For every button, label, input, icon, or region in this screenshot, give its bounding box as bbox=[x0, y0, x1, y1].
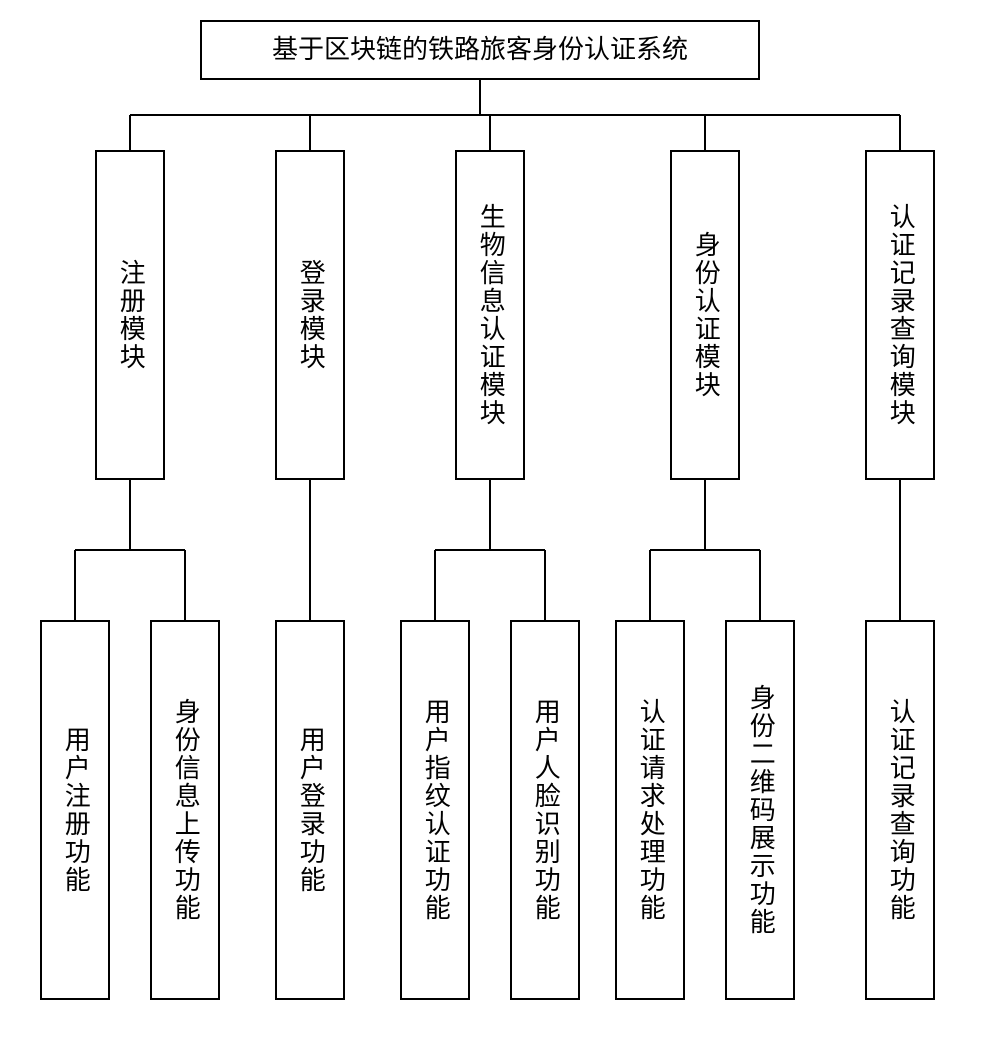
function-node-f1: 用户注册功能 bbox=[40, 620, 110, 1000]
root-node-label: 基于区块链的铁路旅客身份认证系统 bbox=[272, 32, 688, 68]
hierarchy-diagram: 基于区块链的铁路旅客身份认证系统注册模块登录模块生物信息认证模块身份认证模块认证… bbox=[0, 0, 1007, 1062]
module-node-m2: 登录模块 bbox=[275, 150, 345, 480]
module-node-m4-label: 身份认证模块 bbox=[687, 231, 723, 399]
function-node-f5-label: 用户人脸识别功能 bbox=[527, 698, 563, 922]
module-node-m1-label: 注册模块 bbox=[112, 259, 148, 371]
function-node-f8: 认证记录查询功能 bbox=[865, 620, 935, 1000]
module-node-m4: 身份认证模块 bbox=[670, 150, 740, 480]
function-node-f2-label: 身份信息上传功能 bbox=[167, 698, 203, 922]
module-node-m3: 生物信息认证模块 bbox=[455, 150, 525, 480]
function-node-f1-label: 用户注册功能 bbox=[57, 726, 93, 894]
root-node: 基于区块链的铁路旅客身份认证系统 bbox=[200, 20, 760, 80]
function-node-f3: 用户登录功能 bbox=[275, 620, 345, 1000]
function-node-f6-label: 认证请求处理功能 bbox=[632, 698, 668, 922]
function-node-f4-label: 用户指纹认证功能 bbox=[417, 698, 453, 922]
module-node-m1: 注册模块 bbox=[95, 150, 165, 480]
function-node-f7: 身份二维码展示功能 bbox=[725, 620, 795, 1000]
function-node-f2: 身份信息上传功能 bbox=[150, 620, 220, 1000]
function-node-f6: 认证请求处理功能 bbox=[615, 620, 685, 1000]
function-node-f5: 用户人脸识别功能 bbox=[510, 620, 580, 1000]
function-node-f3-label: 用户登录功能 bbox=[292, 726, 328, 894]
function-node-f8-label: 认证记录查询功能 bbox=[882, 698, 918, 922]
function-node-f7-label: 身份二维码展示功能 bbox=[742, 684, 778, 936]
module-node-m5: 认证记录查询模块 bbox=[865, 150, 935, 480]
function-node-f4: 用户指纹认证功能 bbox=[400, 620, 470, 1000]
module-node-m3-label: 生物信息认证模块 bbox=[472, 203, 508, 427]
module-node-m5-label: 认证记录查询模块 bbox=[882, 203, 918, 427]
module-node-m2-label: 登录模块 bbox=[292, 259, 328, 371]
